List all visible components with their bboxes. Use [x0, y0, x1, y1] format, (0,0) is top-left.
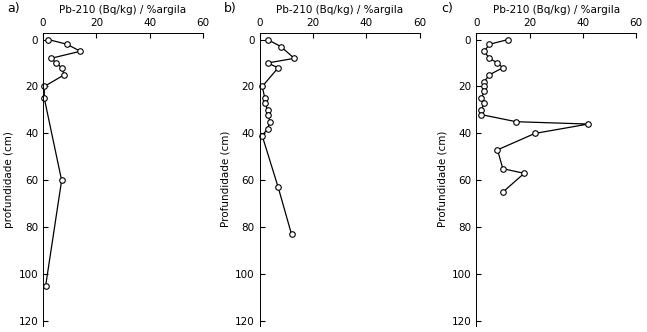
- Y-axis label: Profundidade (cm): Profundidade (cm): [221, 131, 231, 227]
- Y-axis label: Profundidade (cm): Profundidade (cm): [437, 131, 447, 227]
- X-axis label: Pb-210 (Bq/kg) / %argila: Pb-210 (Bq/kg) / %argila: [276, 5, 403, 16]
- Text: a): a): [8, 2, 20, 15]
- Text: b): b): [225, 2, 237, 15]
- Text: c): c): [441, 2, 453, 15]
- X-axis label: Pb-210 (Bq/kg) / %argila: Pb-210 (Bq/kg) / %argila: [492, 5, 620, 16]
- Y-axis label: profundidade (cm): profundidade (cm): [4, 131, 14, 228]
- X-axis label: Pb-210 (Bq/kg) / %argila: Pb-210 (Bq/kg) / %argila: [60, 5, 186, 16]
